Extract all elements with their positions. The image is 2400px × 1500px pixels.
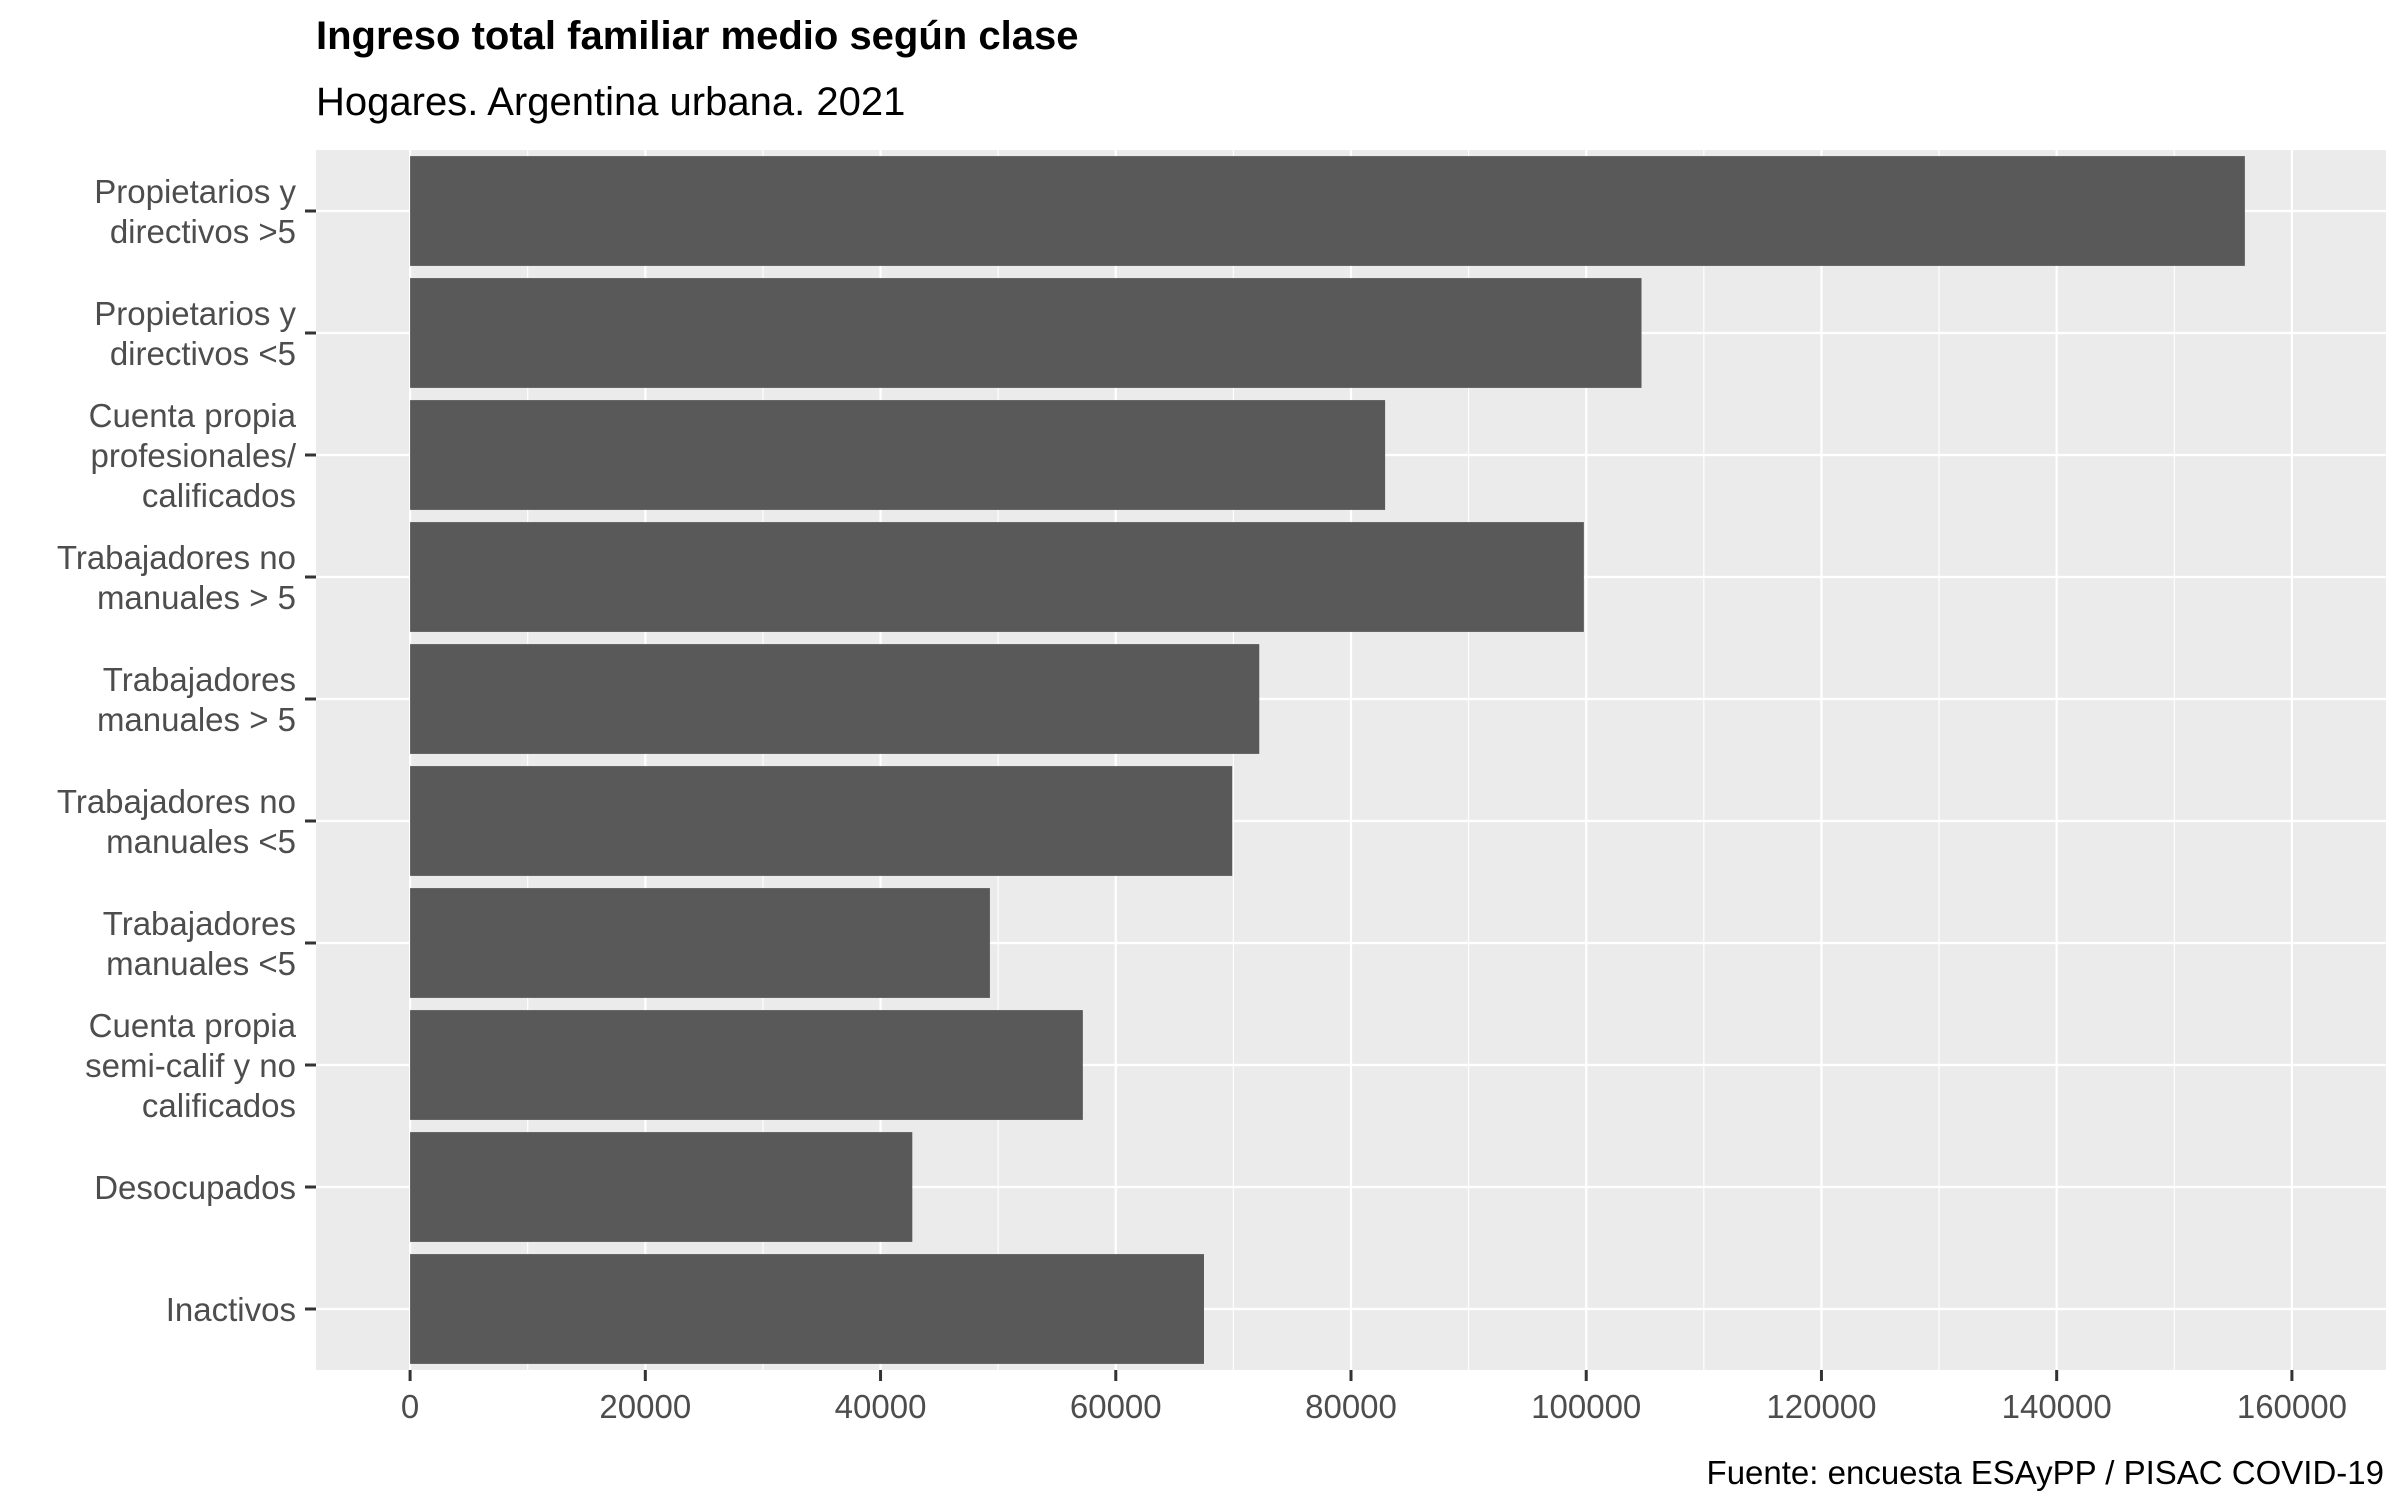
bar	[410, 156, 2245, 266]
bar	[410, 1254, 1204, 1364]
category-label: Trabajadores no manuales > 5	[57, 539, 296, 616]
y-axis: Propietarios y directivos >5 Propietarios …	[57, 173, 316, 1328]
category-label: Trabajadores manuales <5	[103, 905, 296, 982]
x-tick-label: 40000	[835, 1388, 927, 1425]
x-tick-label: 60000	[1070, 1388, 1162, 1425]
bar	[410, 522, 1584, 632]
x-tick-label: 140000	[2002, 1388, 2112, 1425]
x-tick-label: 80000	[1305, 1388, 1397, 1425]
category-label: Desocupados	[94, 1169, 296, 1206]
bar	[410, 644, 1260, 754]
x-tick-label: 160000	[2237, 1388, 2347, 1425]
bar	[410, 888, 990, 998]
category-label: Propietarios y directivos >5	[94, 173, 296, 250]
bars	[410, 156, 2245, 1364]
category-label: Cuenta propia profesionales/calificados	[89, 397, 297, 514]
category-label: Inactivos	[166, 1291, 296, 1328]
bar	[410, 400, 1386, 510]
category-label: Trabajadores manuales > 5	[97, 661, 296, 738]
x-axis: 0 20000 40000 60000 80000 100000 120000 140000 1…	[401, 1370, 2347, 1425]
category-label: Cuenta propia semi-calif y no calificados	[85, 1007, 297, 1124]
x-tick-label: 120000	[1766, 1388, 1876, 1425]
bar	[410, 766, 1233, 876]
category-label: Propietarios y directivos <5	[94, 295, 296, 372]
x-tick-label: 100000	[1531, 1388, 1641, 1425]
chart-caption: Fuente: encuesta ESAyPP / PISAC COVID-19	[1706, 1454, 2384, 1491]
x-tick-label: 0	[401, 1388, 419, 1425]
chart-subtitle: Hogares. Argentina urbana. 2021	[316, 80, 906, 124]
bar	[410, 1010, 1083, 1120]
category-label: Trabajadores no manuales <5	[57, 783, 296, 860]
x-tick-label: 20000	[599, 1388, 691, 1425]
bar	[410, 1132, 913, 1242]
chart-title: Ingreso total familiar medio según clase	[316, 14, 1079, 58]
bar	[410, 278, 1642, 388]
